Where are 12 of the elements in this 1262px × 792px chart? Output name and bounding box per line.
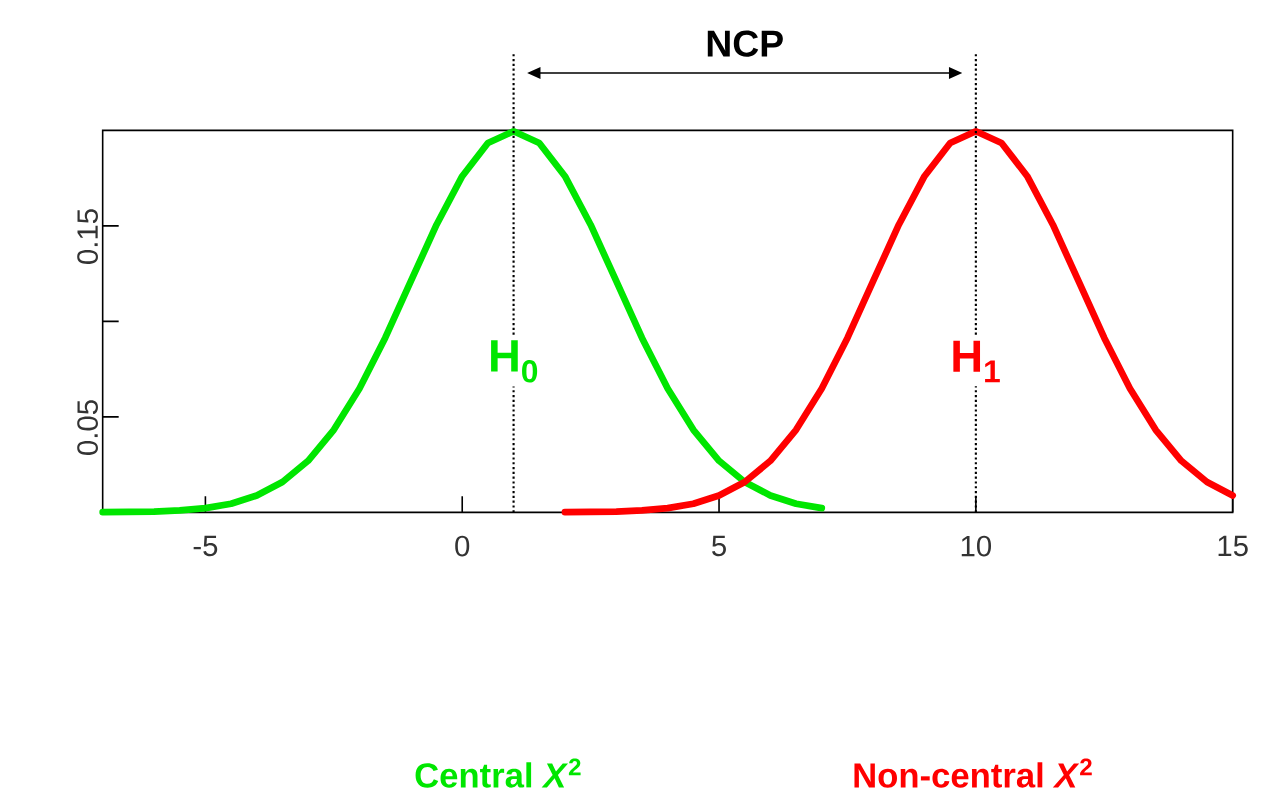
x-tick-label: -5 [193, 535, 218, 557]
x-tick-label: 5 [712, 535, 726, 557]
y-tick-label: 0.15 [77, 209, 98, 264]
ref-line-label: H$_{1}$ [953, 340, 1000, 383]
x-tick-label: 0 [455, 535, 470, 557]
text: NCP [707, 30, 783, 57]
y-tick-label: 0.05 [77, 400, 98, 455]
text: Central X$^{2}$ [415, 758, 581, 788]
x-tick-label: 10 [961, 535, 992, 557]
x-tick-label: 15 [1218, 535, 1248, 557]
ref-line-label: H$_{0}$ [491, 340, 538, 383]
text: Non-central X$^{2}$ [854, 758, 1092, 788]
